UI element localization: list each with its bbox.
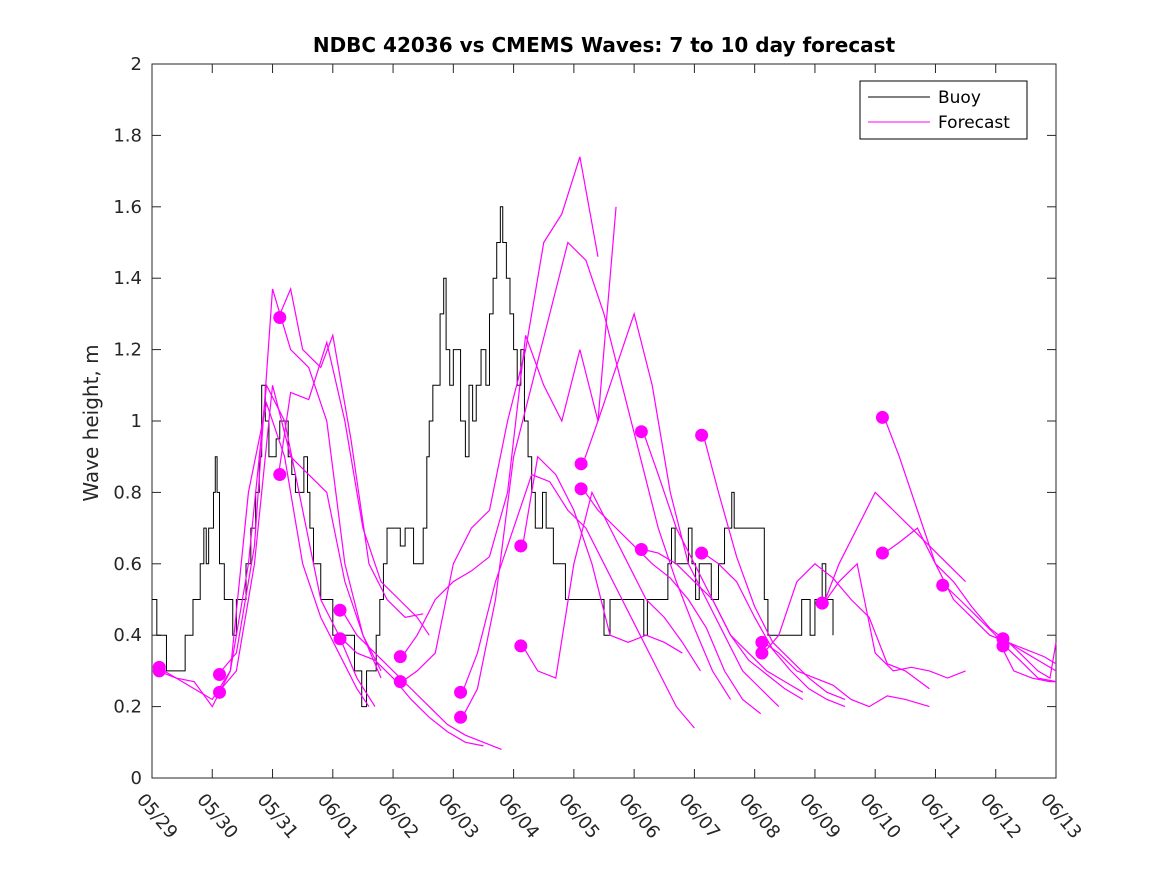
forecast-start-marker bbox=[755, 635, 769, 649]
series-forecast-line bbox=[217, 288, 382, 675]
legend-buoy-label: Buoy bbox=[938, 88, 981, 108]
series-forecast-line bbox=[461, 241, 732, 718]
series-forecast-line bbox=[944, 584, 1056, 683]
series-forecast-line bbox=[341, 638, 484, 747]
forecast-start-marker bbox=[514, 639, 528, 653]
y-tick-label: 2 bbox=[131, 54, 142, 75]
forecast-start-marker bbox=[695, 546, 709, 560]
series-forecast-line bbox=[401, 206, 617, 657]
series-forecast-line bbox=[582, 488, 762, 715]
forecast-start-marker bbox=[454, 685, 468, 699]
series-forecast-line bbox=[157, 400, 370, 707]
series-forecast-line bbox=[522, 455, 683, 654]
forecast-start-marker bbox=[634, 425, 648, 439]
series-forecast-line bbox=[883, 417, 1057, 672]
forecast-start-marker bbox=[815, 596, 829, 610]
forecast-start-marker bbox=[875, 410, 889, 424]
y-tick-label: 1.8 bbox=[113, 125, 142, 146]
y-tick-label: 0.4 bbox=[113, 625, 142, 646]
series-forecast-line bbox=[1004, 645, 1057, 683]
series-forecast-line bbox=[1004, 638, 1057, 680]
forecast-start-marker bbox=[212, 667, 226, 681]
forecast-start-marker bbox=[634, 543, 648, 557]
forecast-start-marker bbox=[514, 539, 528, 553]
forecast-start-marker bbox=[393, 650, 407, 664]
legend-box bbox=[859, 80, 1028, 140]
y-tick-label: 1.4 bbox=[113, 268, 142, 289]
series-forecast-line bbox=[217, 385, 382, 693]
forecast-start-marker bbox=[152, 664, 166, 678]
series-forecast-line bbox=[277, 340, 430, 636]
forecast-start-marker bbox=[574, 482, 588, 496]
series-forecast-line bbox=[823, 491, 967, 604]
chart-title: NDBC 42036 vs CMEMS Waves: 7 to 10 day f… bbox=[313, 33, 896, 57]
y-axis-label: Wave height, m bbox=[79, 344, 103, 501]
series-forecast-line bbox=[401, 156, 599, 683]
y-tick-label: 1 bbox=[131, 411, 142, 432]
legend: Buoy Forecast bbox=[859, 80, 1028, 140]
forecast-start-marker bbox=[574, 457, 588, 471]
forecast-start-marker bbox=[996, 639, 1010, 653]
y-tick-label: 1.2 bbox=[113, 340, 142, 361]
series-forecast-line bbox=[643, 548, 804, 700]
forecast-start-marker bbox=[454, 710, 468, 724]
y-tick-label: 0.2 bbox=[113, 697, 142, 718]
y-tick-label: 1.6 bbox=[113, 197, 142, 218]
forecast-start-marker bbox=[393, 675, 407, 689]
forecast-start-marker bbox=[333, 603, 347, 617]
series-forecast-line bbox=[341, 609, 502, 750]
series-forecast-line bbox=[763, 641, 930, 708]
forecast-start-marker bbox=[875, 546, 889, 560]
series-forecast-line bbox=[883, 527, 1057, 665]
y-tick-label: 0 bbox=[131, 768, 142, 789]
y-tick-label: 0.6 bbox=[113, 554, 142, 575]
y-tick-label: 0.8 bbox=[113, 482, 142, 503]
forecast-start-marker bbox=[695, 428, 709, 442]
series-forecast-line bbox=[278, 286, 424, 619]
forecast-start-marker bbox=[755, 646, 769, 660]
forecast-start-marker bbox=[333, 632, 347, 646]
series-forecast-line bbox=[823, 562, 966, 679]
legend-forecast-label: Forecast bbox=[938, 113, 1010, 133]
series-forecast-line bbox=[582, 311, 780, 708]
series-forecast-line bbox=[763, 563, 930, 690]
forecast-start-marker bbox=[273, 310, 287, 324]
forecast-start-marker bbox=[212, 685, 226, 699]
forecast-start-marker bbox=[273, 468, 287, 482]
series-forecast-line bbox=[522, 490, 701, 679]
forecast-start-marker bbox=[936, 578, 950, 592]
